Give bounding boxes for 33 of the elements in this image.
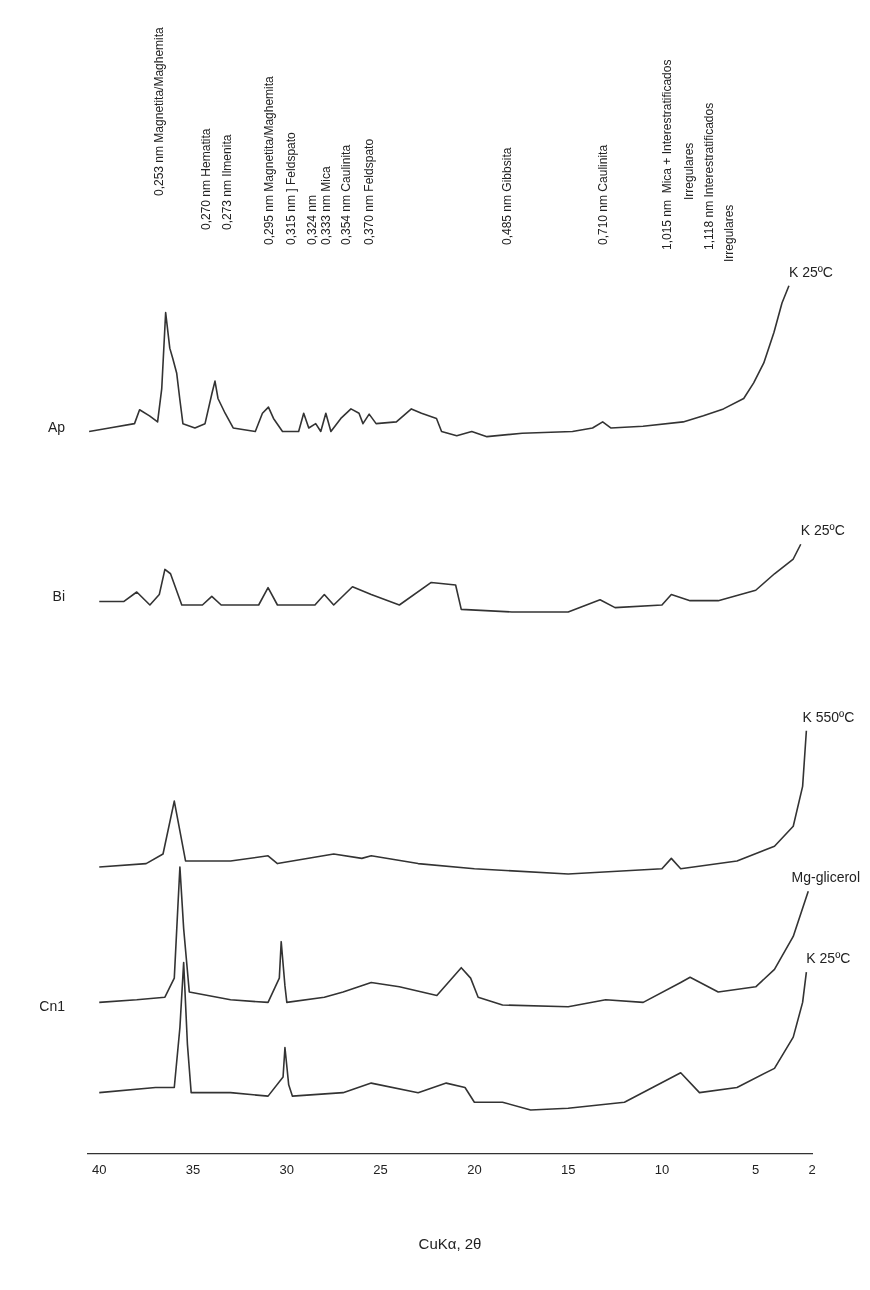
text: 0,270 nm Hematita	[199, 128, 214, 230]
x-axis-title: CuKα, 2θ	[418, 1235, 482, 1253]
text: Irregulares	[682, 142, 697, 200]
text: Irregulares	[722, 204, 737, 262]
x-tick-label: 40	[92, 1161, 107, 1177]
text: 0,370 nm Feldspato	[362, 138, 377, 245]
x-tick-label: 20	[467, 1161, 482, 1177]
x-tick-label: 5	[752, 1161, 760, 1177]
text: 0,333 nm Mica	[319, 165, 334, 245]
x-tick-label: 30	[279, 1161, 295, 1177]
x-tick-label: 25	[373, 1161, 388, 1177]
series-label: K 25ºC	[788, 263, 833, 280]
text: Ap	[47, 418, 66, 435]
text: 0,324 nm	[305, 194, 320, 245]
x-tick-label: 2	[808, 1161, 816, 1177]
text: 0,710 nm Caulinita	[596, 144, 611, 245]
text: 0,315 nm ] Feldspato	[284, 131, 299, 245]
text: 0,485 nm Gibbsita	[500, 147, 515, 245]
text: 0,273 nm Ilmenita	[220, 134, 235, 230]
text: 0,253 nm Magnetita/Maghemita	[152, 26, 167, 196]
series-label: Mg-glicerol	[791, 869, 860, 886]
series-label: K 25ºC	[806, 949, 851, 966]
x-tick-label: 35	[185, 1161, 201, 1177]
text: 1,118 nm Interestratificados	[702, 102, 717, 250]
series-label: K 25ºC	[800, 522, 845, 539]
text: 0,354 nm Caulinita	[339, 144, 354, 245]
text: Cn1	[39, 997, 66, 1014]
x-tick-label: 15	[560, 1161, 576, 1177]
x-tick-label: 10	[654, 1161, 670, 1177]
series-label: K 550ºC	[802, 708, 855, 725]
text: 0,295 nm Magnetita/Maghemita	[262, 75, 277, 245]
text: 1,015 nm Mica + Interestratificados	[660, 59, 675, 250]
text: Bi	[52, 587, 65, 604]
